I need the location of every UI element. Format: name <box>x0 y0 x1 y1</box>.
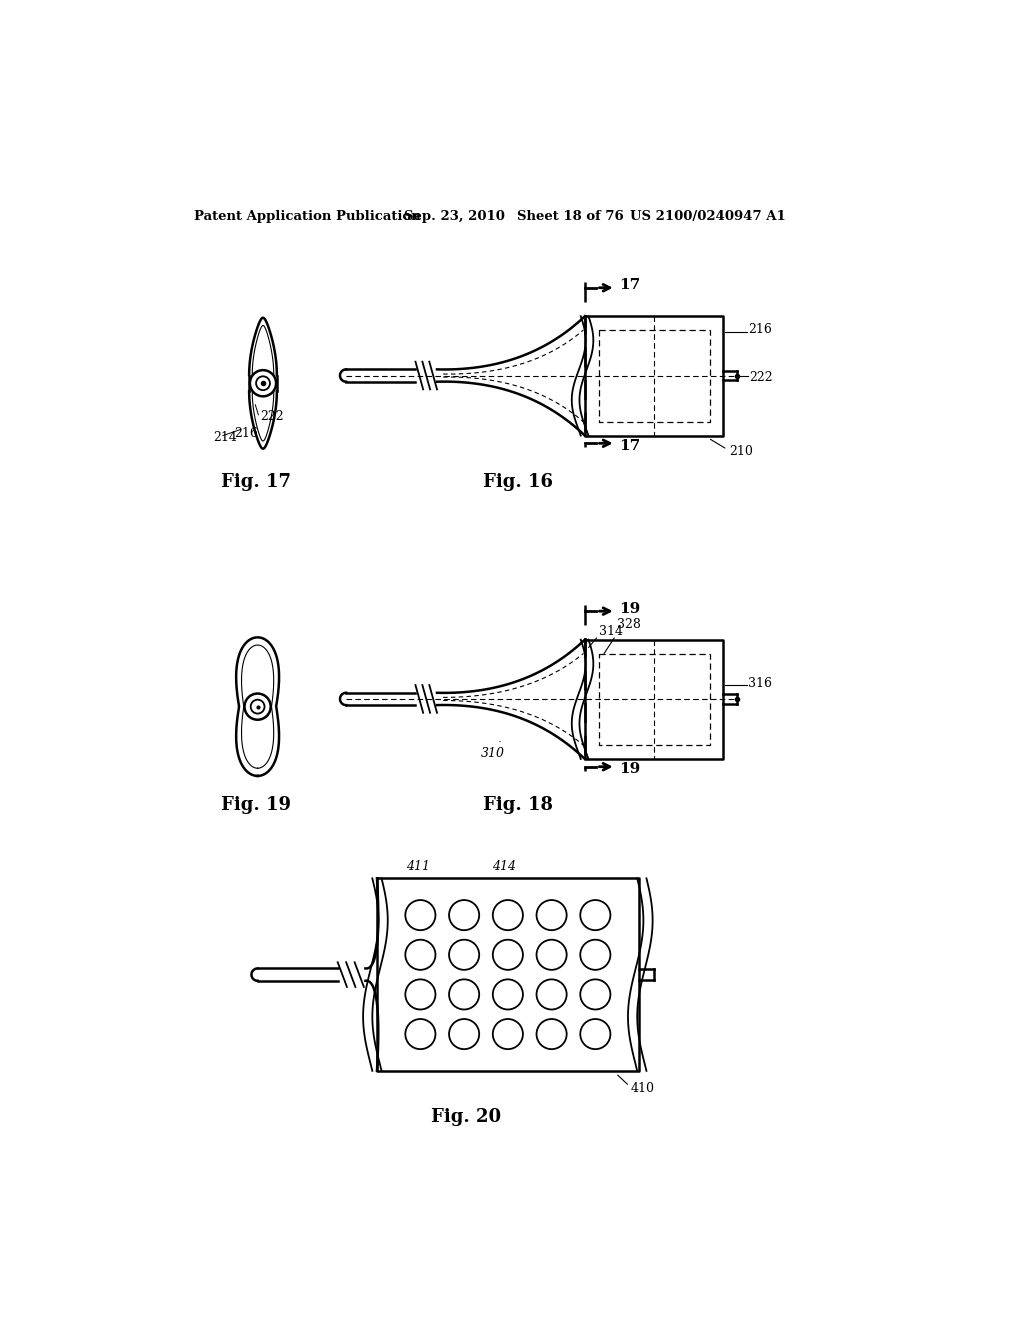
Text: Fig. 19: Fig. 19 <box>221 796 292 814</box>
Text: 216: 216 <box>234 426 258 440</box>
Text: 214: 214 <box>213 432 237 445</box>
Text: 216: 216 <box>749 323 772 335</box>
Text: Fig. 16: Fig. 16 <box>483 473 553 491</box>
Text: US 2100/0240947 A1: US 2100/0240947 A1 <box>630 210 785 223</box>
Text: Fig. 20: Fig. 20 <box>431 1107 501 1126</box>
Text: 19: 19 <box>618 762 640 776</box>
Text: Fig. 17: Fig. 17 <box>221 473 292 491</box>
Text: 310: 310 <box>481 742 505 760</box>
Text: Sheet 18 of 76: Sheet 18 of 76 <box>517 210 624 223</box>
Text: 19: 19 <box>618 602 640 616</box>
Text: Sep. 23, 2010: Sep. 23, 2010 <box>403 210 505 223</box>
Text: 17: 17 <box>618 279 640 293</box>
Text: 316: 316 <box>749 677 772 690</box>
Text: 222: 222 <box>750 371 773 384</box>
Text: 210: 210 <box>730 445 754 458</box>
Text: 328: 328 <box>617 618 641 631</box>
Text: 414: 414 <box>493 861 516 874</box>
Text: 17: 17 <box>618 438 640 453</box>
Text: Fig. 18: Fig. 18 <box>483 796 553 814</box>
Text: 411: 411 <box>407 861 430 874</box>
Text: Patent Application Publication: Patent Application Publication <box>194 210 421 223</box>
Text: 410: 410 <box>631 1082 655 1096</box>
Text: 314: 314 <box>599 626 623 639</box>
Text: 222: 222 <box>260 409 284 422</box>
